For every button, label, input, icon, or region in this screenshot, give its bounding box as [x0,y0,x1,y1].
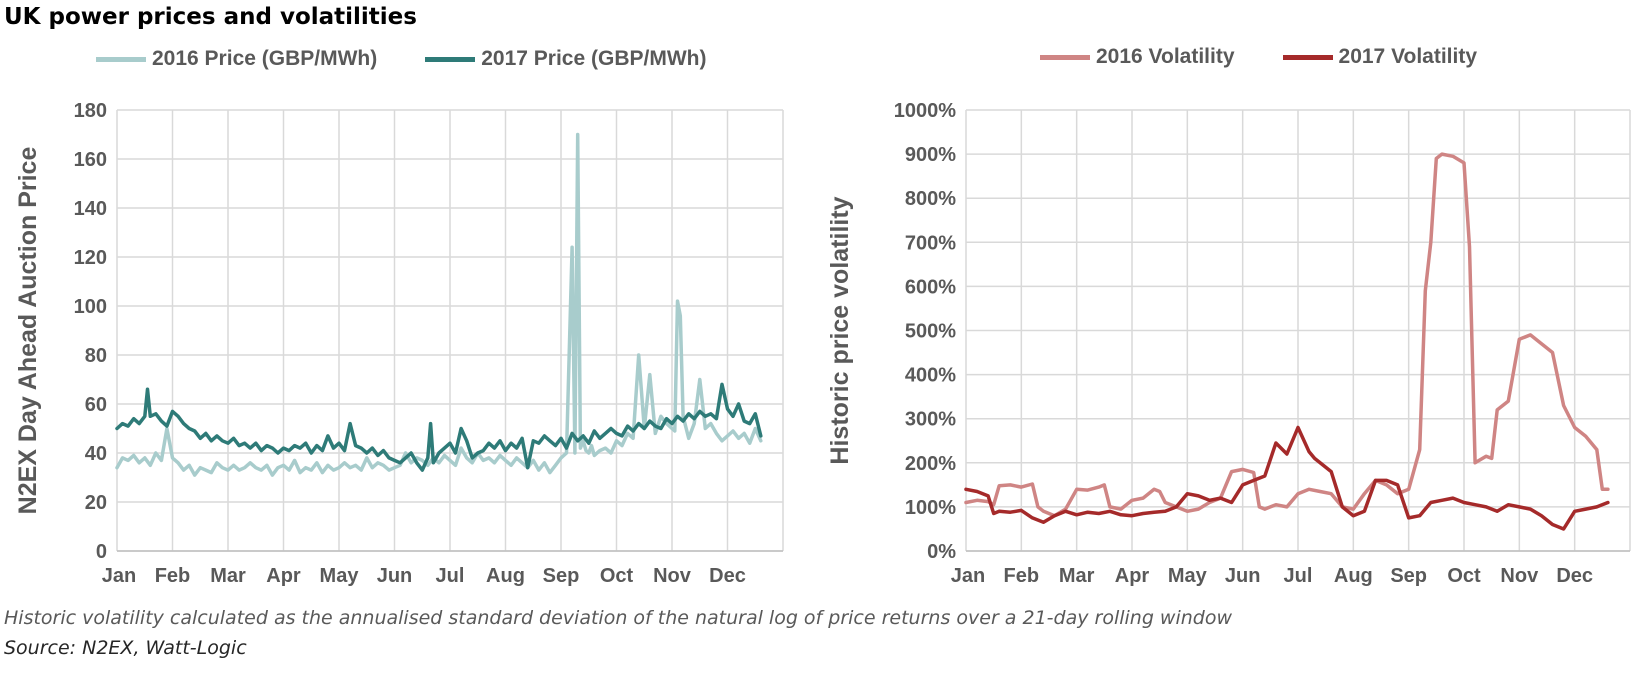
volatility-ytick-label: 400% [905,365,956,387]
source-note: Source: N2EX, Watt-Logic [4,637,247,659]
volatility-xtick-label: Sep [1390,565,1427,587]
price-ytick-label: 60 [85,394,107,416]
legend-item-2016-price: 2016 Price (GBP/MWh) [96,47,377,71]
series-line-2017-volatility [964,425,1610,531]
price-ytick-label: 100 [74,296,107,318]
volatility-xtick-label: Jul [1284,565,1313,587]
volatility-ytick-label: 200% [905,453,956,475]
price-xtick-label: Dec [709,565,746,587]
legend-label-2017-price: 2017 Price (GBP/MWh) [481,47,707,70]
legend-label-2016-volatility: 2016 Volatility [1096,45,1235,68]
volatility-ytick-label: 500% [905,321,956,343]
volatility-xtick-label: Mar [1059,565,1095,587]
volatility-xtick-label: Feb [1004,565,1040,587]
price-ytick-label: 180 [74,100,107,122]
series-line-2016-volatility [964,152,1610,518]
price-ytick-label: 0 [96,541,107,563]
price-ytick-label: 40 [85,443,107,465]
price-xtick-label: Mar [210,565,246,587]
price-xtick-label: Jul [436,565,465,587]
legend-swatch-2017-volatility [1282,54,1333,60]
legend-item-2017-volatility: 2017 Volatility [1282,45,1478,69]
volatility-xtick-label: Aug [1334,565,1373,587]
legend-swatch-2016-volatility [1040,54,1090,60]
price-ytick-label: 80 [85,345,107,367]
volatility-ytick-label: 700% [905,232,956,254]
volatility-ytick-label: 800% [905,188,956,210]
series-line-2016-price [115,132,763,477]
price-legend: 2016 Price (GBP/MWh) 2017 Price (GBP/MWh… [96,47,754,71]
volatility-ytick-label: 1000% [894,100,956,122]
legend-swatch-2017-price [425,56,476,62]
series-line-2017-price [115,382,763,472]
volatility-xtick-label: May [1168,565,1208,587]
price-xtick-label: Oct [600,565,634,587]
price-xtick-label: Sep [543,565,580,587]
volatility-xtick-label: Jan [951,565,985,587]
volatility-ytick-label: 300% [905,409,956,431]
volatility-ytick-label: 600% [905,276,956,298]
legend-swatch-2016-price [96,56,146,62]
volatility-ytick-label: 100% [905,497,956,519]
volatility-xtick-label: Dec [1556,565,1593,587]
price-xtick-label: Aug [486,565,525,587]
price-ytick-label: 160 [74,149,107,171]
volatility-legend: 2016 Volatility 2017 Volatility [1040,45,1525,69]
price-y-axis-label: N2EX Day Ahead Auction Price [14,147,42,515]
legend-label-2016-price: 2016 Price (GBP/MWh) [152,47,378,70]
volatility-footnote: Historic volatility calculated as the an… [4,607,1233,629]
volatility-xtick-label: Apr [1115,565,1150,587]
price-xtick-label: May [320,565,360,587]
price-ytick-label: 20 [85,492,107,514]
legend-item-2016-volatility: 2016 Volatility [1040,45,1235,69]
price-xtick-label: Apr [266,565,301,587]
price-xtick-label: Jun [377,565,413,587]
volatility-ytick-label: 0% [927,541,956,563]
volatility-ytick-label: 900% [905,144,956,166]
price-ytick-label: 140 [74,198,107,220]
legend-item-2017-price: 2017 Price (GBP/MWh) [425,47,706,71]
price-xtick-label: Jan [102,565,136,587]
volatility-xtick-label: Nov [1500,565,1539,587]
price-ytick-label: 120 [74,247,107,269]
volatility-xtick-label: Oct [1447,565,1481,587]
volatility-y-axis-label: Historic price volatility [826,196,854,464]
chart-title: UK power prices and volatilities [4,4,417,30]
volatility-xtick-label: Jun [1225,565,1261,587]
price-xtick-label: Feb [155,565,191,587]
price-xtick-label: Nov [653,565,692,587]
legend-label-2017-volatility: 2017 Volatility [1338,45,1478,68]
